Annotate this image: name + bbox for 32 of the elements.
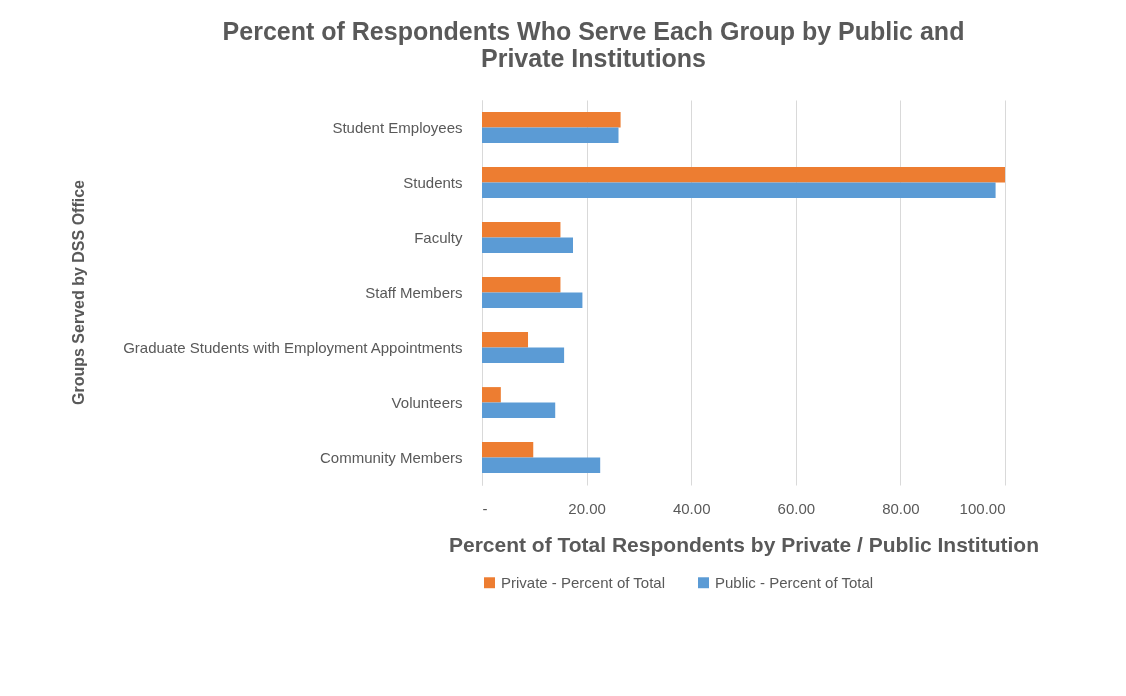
bar — [482, 402, 556, 418]
y-tick-label: Graduate Students with Employment Appointments — [123, 338, 463, 356]
bar — [482, 222, 561, 238]
y-tick-label: Volunteers — [391, 393, 463, 411]
bar — [482, 347, 565, 363]
legend-label: Public - Percent of Total — [715, 573, 874, 591]
y-tick-label: Staff Members — [365, 283, 463, 301]
x-axis-title: Percent of Total Respondents by Private / Public Institution — [448, 532, 1040, 556]
bar — [482, 167, 1005, 183]
bar — [482, 182, 996, 198]
bar — [482, 112, 621, 128]
y-axis-title: Groups Served by DSS Office — [69, 179, 87, 405]
x-tick-label: 80.00 — [882, 499, 920, 517]
bar — [482, 442, 534, 458]
bar — [482, 127, 619, 143]
x-tick-label: 100.00 — [959, 499, 1006, 517]
x-tick-label: 20.00 — [568, 499, 606, 517]
y-tick-label: Faculty — [414, 228, 463, 246]
x-tick-label: 40.00 — [672, 499, 711, 517]
bar — [482, 332, 529, 348]
chart-title: Percent of Respondents Who Serve Each Group by Public and Private Institutions — [222, 17, 965, 72]
y-tick-label: Community Members — [319, 448, 463, 466]
bar — [482, 457, 601, 473]
bar — [482, 387, 501, 403]
bar — [482, 237, 573, 253]
bar — [482, 277, 561, 293]
legend-label: Private - Percent of Total — [501, 573, 665, 591]
x-tick-label: 60.00 — [777, 499, 816, 517]
bar — [482, 292, 583, 308]
y-tick-label: Student Employees — [332, 118, 463, 136]
y-tick-label: Students — [403, 173, 463, 191]
x-tick-label: - — [482, 499, 488, 517]
